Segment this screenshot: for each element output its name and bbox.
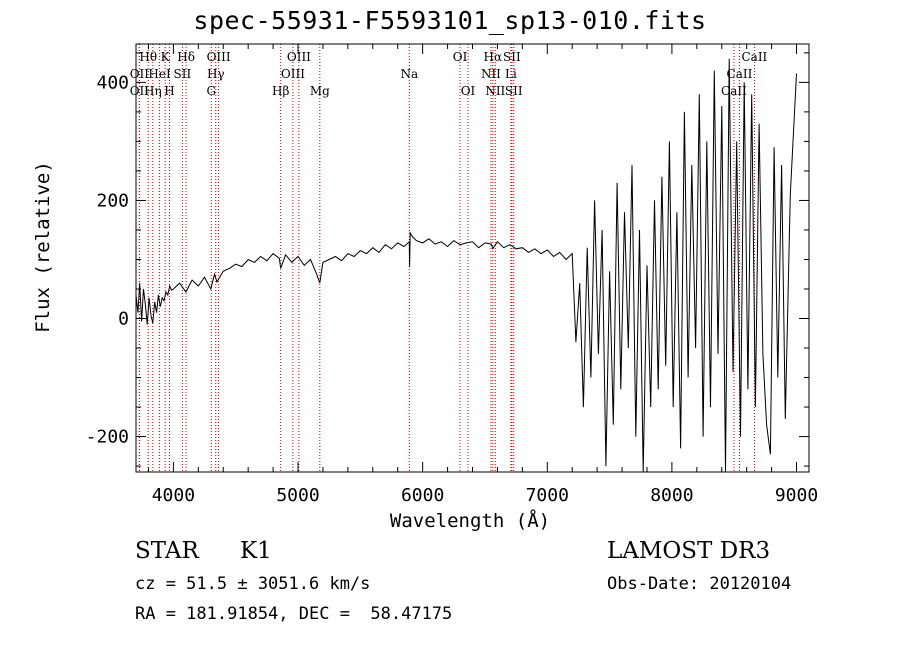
line-label-Hγ: Hγ (207, 67, 225, 81)
line-label-OII: OII (130, 67, 150, 81)
y-tick-label: 0 (118, 309, 129, 330)
object-subclass: K1 (240, 538, 272, 564)
line-label-CaII: CaII (741, 50, 767, 64)
y-tick-label: 400 (96, 72, 129, 93)
axis-ticks: 4000 5000 6000 7000 8000 9000 -200 0 200 400 (86, 44, 818, 506)
line-label-NII: NII (485, 84, 505, 98)
line-label-OIII: OIII (207, 50, 231, 64)
line-label-Hθ: Hθ (139, 50, 157, 64)
survey-name: LAMOST DR3 (607, 538, 771, 564)
coordinates-readout: RA = 181.91854, DEC = 58.47175 (135, 604, 453, 624)
x-tick-label: 5000 (276, 485, 319, 506)
y-tick-label: 200 (96, 190, 129, 211)
spectral-line-markers (138, 44, 755, 472)
line-label-Hδ: Hδ (177, 50, 195, 64)
chart-title: spec-55931-F5593101_sp13-010.fits (193, 6, 707, 35)
line-label-OII: OII (130, 84, 150, 98)
line-label-OIII: OIII (287, 50, 311, 64)
line-label-SII: SII (505, 84, 523, 98)
line-label-OI: OI (453, 50, 468, 64)
velocity-readout: cz = 51.5 ± 3051.6 km/s (135, 574, 371, 594)
object-class: STAR (135, 538, 199, 564)
line-label-SII: SII (503, 50, 521, 64)
line-label-G: G (206, 84, 216, 98)
line-label-Hη: Hη (144, 84, 162, 98)
line-label-K: K (161, 50, 171, 64)
x-tick-label: 7000 (526, 485, 569, 506)
y-axis-label: Flux (relative) (32, 161, 54, 333)
line-label-HeI: HeI (148, 67, 171, 81)
line-label-Mg: Mg (310, 84, 330, 98)
line-label-OIII: OIII (281, 67, 305, 81)
observation-date: Obs-Date: 20120104 (607, 574, 792, 594)
x-tick-label: 9000 (775, 485, 818, 506)
line-label-Hα: Hα (484, 50, 503, 64)
line-label-CaII: CaII (727, 67, 753, 81)
x-tick-label: 4000 (152, 485, 195, 506)
line-label-H: H (164, 84, 174, 98)
line-label-SII: SII (174, 67, 192, 81)
line-label-Hβ: Hβ (272, 84, 289, 98)
x-tick-label: 8000 (650, 485, 693, 506)
line-label-OI: OI (461, 84, 476, 98)
flux-series-line (135, 58, 797, 473)
line-label-CaII: CaII (721, 84, 747, 98)
line-label-Na: Na (400, 67, 418, 81)
line-label-NII: NII (481, 67, 501, 81)
x-tick-label: 6000 (401, 485, 444, 506)
line-label-Li: Li (505, 67, 517, 81)
x-axis-label: Wavelength (Å) (389, 510, 551, 532)
y-tick-label: -200 (86, 427, 129, 448)
